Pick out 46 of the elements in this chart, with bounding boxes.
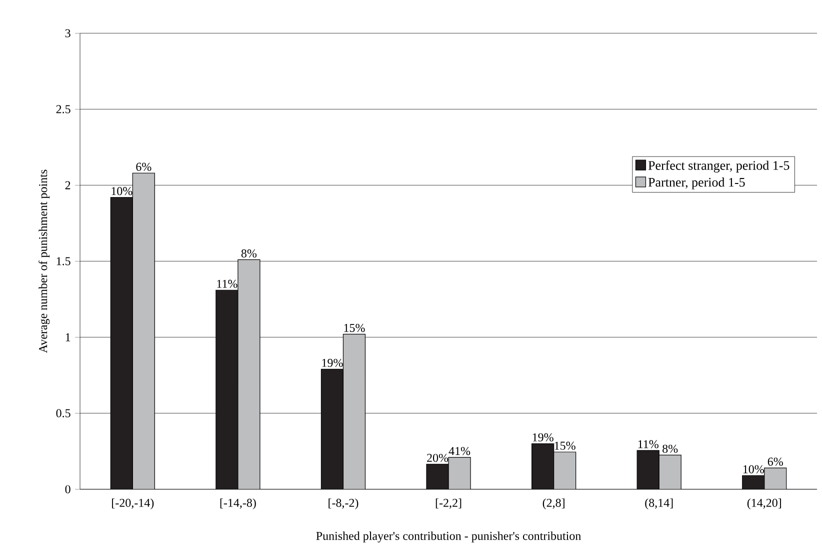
bar [448, 457, 471, 490]
bar [238, 260, 260, 490]
bar [532, 444, 554, 490]
bar [764, 468, 787, 490]
x-tick-label: [-20,-14) [112, 498, 154, 510]
x-tick-label: (14,20] [747, 498, 781, 510]
bar [659, 455, 682, 490]
annotation: 20% [427, 454, 448, 462]
annotation: 41% [448, 446, 470, 456]
annotation: 8% [241, 249, 257, 258]
annotation: 6% [768, 458, 783, 466]
bar [321, 369, 344, 490]
x-tick-label: (8,14] [645, 498, 673, 510]
y-tick-label: 3 [65, 29, 70, 38]
annotation: 11% [638, 440, 658, 448]
legend-label: Partner, period 1-5 [648, 178, 745, 190]
bar [742, 475, 765, 490]
legend-label: Perfect stranger, period 1-5 [648, 160, 790, 173]
annotation: 6% [136, 162, 152, 171]
annotation: 10% [112, 187, 132, 196]
bar [554, 452, 576, 490]
bar [110, 197, 133, 490]
x-tick-label: [-2,2] [436, 498, 462, 509]
y-tick-label: 1 [66, 333, 70, 342]
bar [426, 464, 449, 490]
bar [132, 173, 155, 490]
x-tick-label: [-8,-2) [328, 498, 358, 510]
annotation: 19% [322, 358, 343, 367]
y-tick-label: 1.5 [56, 257, 70, 266]
x-axis-title: Punished player's contribution - punisher's contribution [316, 532, 581, 542]
bar [343, 334, 366, 490]
y-tick-label: 2.5 [56, 105, 70, 114]
annotation: 10% [743, 465, 764, 474]
x-tick-label: [-14,-8) [220, 498, 256, 510]
bar [216, 290, 238, 490]
y-axis-title: Average number of punishment points [38, 170, 50, 353]
annotation: 15% [554, 442, 576, 450]
y-tick-label: 2 [65, 181, 70, 190]
bar [637, 450, 660, 490]
annotation: 11% [217, 280, 238, 288]
annotation: 8% [662, 444, 678, 453]
annotation: 15% [344, 324, 365, 332]
y-tick-label: 0 [65, 485, 70, 494]
y-tick-label: 0.5 [56, 409, 70, 418]
x-tick-label: (2,8] [542, 498, 564, 510]
annotation: 19% [532, 433, 554, 442]
